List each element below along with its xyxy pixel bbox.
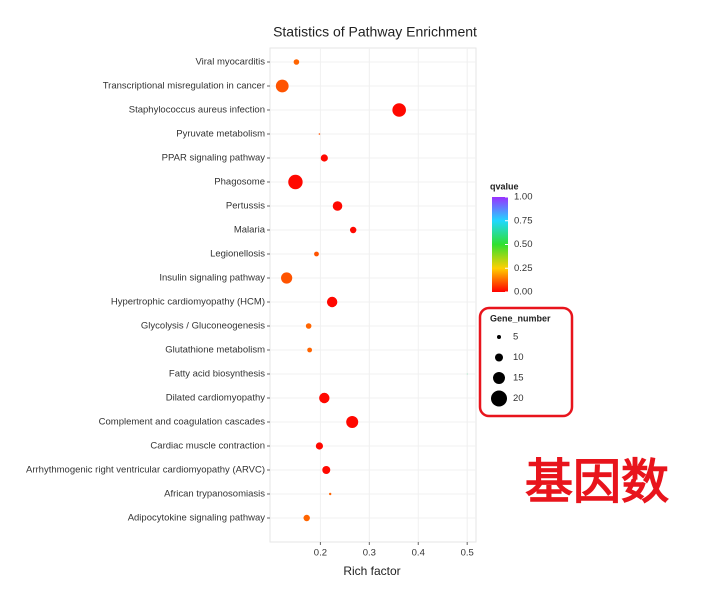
color-tick-label: 0.25 [514,263,533,274]
point [315,442,324,450]
y-tick-label: Cardiac muscle contraction [150,441,265,452]
y-tick-label: Fatty acid biosynthesis [169,369,265,380]
point [293,59,300,65]
color-tick-label: 0.50 [514,239,533,250]
y-tick-label: Viral myocarditis [195,57,265,68]
color-legend-title: qvalue [490,181,519,191]
point [281,272,293,284]
y-tick-label: African trypanosomiasis [164,489,265,500]
point [332,201,343,211]
size-legend-key [493,372,505,384]
size-legend-key [497,335,501,339]
x-tick-label: 0.5 [461,548,474,559]
point [318,133,321,135]
point [307,347,313,353]
y-tick-label: Pertussis [226,201,265,212]
size-legend-key [495,353,503,362]
y-tick-label: Arrhythmogenic right ventricular cardiom… [26,465,265,476]
plot-area [269,47,477,543]
y-tick-label: Complement and coagulation cascades [99,417,266,428]
color-bar [492,197,508,292]
point [288,174,303,190]
size-legend-label: 20 [513,393,524,404]
y-tick-label: Pyruvate metabolism [176,129,265,140]
y-tick-label: Glutathione metabolism [165,345,265,356]
point [305,323,312,329]
color-tick-label: 0.75 [514,215,533,226]
y-tick-label: Phagosome [214,177,265,188]
point [349,226,357,234]
point [319,392,330,404]
annotation: 基因数 [525,454,669,510]
point [328,492,332,496]
point [322,466,331,474]
size-legend-label: 15 [513,373,524,384]
point [275,79,289,93]
y-tick-label: Malaria [234,225,266,236]
size-legend-title: Gene_number [490,313,551,323]
x-axis-title: Rich factor [343,564,400,578]
point [314,251,319,257]
color-tick-label: 1.00 [514,192,533,203]
y-tick-label: Hypertrophic cardiomyopathy (HCM) [111,297,265,308]
y-tick-label: Adipocytokine signaling pathway [128,513,266,524]
y-tick-label: Glycolysis / Gluconeogenesis [141,321,265,332]
chart-title: Statistics of Pathway Enrichment [273,24,477,40]
point [466,373,468,375]
size-legend-label: 10 [513,352,524,363]
highlight-box [478,306,574,418]
y-tick-label: Staphylococcus aureus infection [129,105,265,116]
size-legend-key [491,390,507,407]
point [303,514,310,522]
y-tick-label: Transcriptional misregulation in cancer [103,81,265,92]
size-legend-label: 5 [513,332,518,343]
y-tick-label: Insulin signaling pathway [159,273,265,284]
y-tick-label: Dilated cardiomyopathy [166,393,266,404]
point [392,103,406,117]
point [346,416,359,428]
x-tick-label: 0.4 [412,548,425,559]
y-tick-label: Legionellosis [210,249,265,260]
color-tick-label: 0.00 [514,287,533,298]
x-tick-label: 0.3 [363,548,376,559]
y-tick-label: PPAR signaling pathway [162,153,266,164]
x-tick-label: 0.2 [314,548,327,559]
point [320,154,328,162]
point [326,296,338,308]
